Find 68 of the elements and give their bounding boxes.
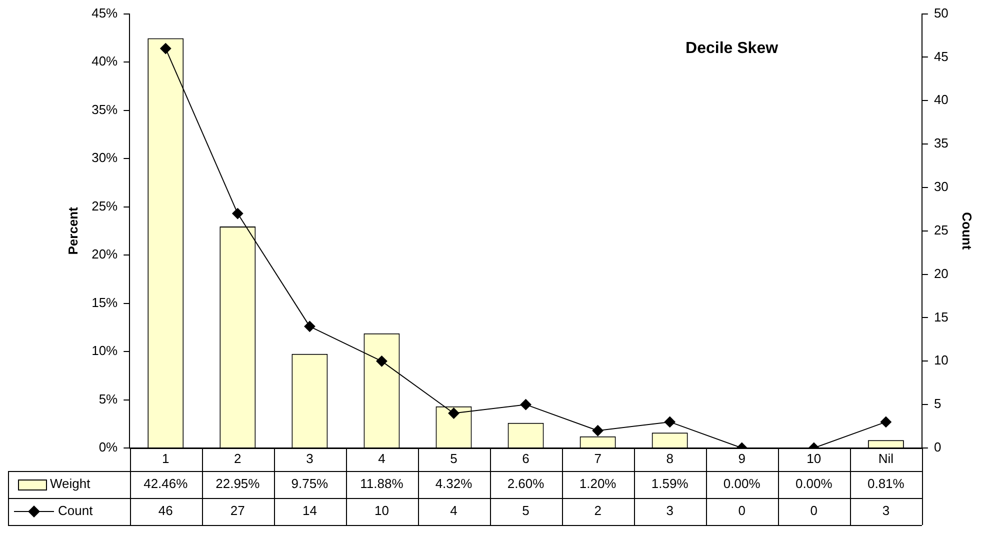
data-label: 14	[302, 503, 317, 518]
data-label: 3	[666, 503, 674, 518]
data-label: 0.00%	[723, 476, 761, 492]
x-tick-label: 3	[306, 451, 314, 466]
point	[448, 408, 460, 419]
data-label: 22.95%	[216, 476, 260, 492]
legend-label: Count	[58, 503, 94, 518]
data-label: 3	[882, 503, 890, 518]
point	[880, 416, 892, 428]
x-tick-label: 7	[594, 451, 602, 466]
text: Decile Skew	[686, 40, 779, 58]
point	[160, 43, 172, 54]
x-tick-label: 10	[806, 451, 822, 466]
y2-tick-label: 35	[934, 136, 948, 151]
data-label: 46	[158, 503, 173, 518]
y2-tick-label: 30	[934, 179, 948, 194]
point	[520, 399, 532, 410]
y-tick-label: 15%	[92, 294, 118, 310]
y-tick-label: 25%	[92, 198, 118, 214]
data-label: 0	[738, 503, 746, 518]
x-tick-label: 5	[450, 451, 458, 466]
y2-tick-label: 20	[934, 266, 948, 281]
y2-tick-label: 40	[934, 92, 948, 108]
x-tick-label: 8	[666, 451, 674, 466]
y2-tick-label: 15	[934, 309, 948, 324]
legend-label: Weight	[50, 476, 91, 492]
y-tick-label: 35%	[92, 102, 118, 117]
data-label: 1.59%	[651, 476, 689, 492]
x-tick-label: 6	[522, 451, 530, 466]
data-label: 4	[450, 503, 458, 518]
y-tick-label: 40%	[92, 54, 118, 69]
data-label: 42.46%	[144, 476, 188, 492]
data-label: 0.00%	[795, 476, 833, 492]
y-tick-label: 30%	[92, 150, 118, 166]
y-tick-label: 10%	[92, 343, 118, 358]
data-label: 1.20%	[579, 476, 617, 492]
data-label: 11.88%	[360, 476, 404, 492]
y2-tick-label: 25	[934, 222, 948, 238]
data-label: 0	[810, 503, 818, 518]
y-tick-label: 0%	[98, 440, 118, 455]
y2-axis-title: Count	[960, 212, 975, 250]
y2-tick-label: 5	[934, 396, 942, 412]
y2-tick-label: 10	[934, 352, 948, 368]
x-tick-label: Nil	[878, 451, 894, 466]
data-label: 2	[594, 503, 602, 518]
data-label: 27	[230, 503, 245, 518]
y2-tick-label: 50	[934, 5, 948, 20]
data-label: 5	[522, 503, 530, 518]
y-axis-title: Percent	[65, 206, 80, 255]
point	[376, 356, 388, 367]
point	[664, 416, 676, 428]
y2-tick-label: 0	[934, 440, 942, 455]
y-tick-label: 20%	[92, 246, 118, 262]
x-tick-label: 4	[378, 451, 386, 466]
data-label: 10	[374, 503, 389, 518]
data-label: 4.32%	[435, 476, 473, 492]
point	[232, 208, 244, 220]
y2-tick-label: 45	[934, 48, 948, 64]
point	[592, 425, 604, 436]
y-tick-label: 45%	[92, 5, 118, 20]
data-label: 2.60%	[507, 476, 545, 492]
x-tick-label: 2	[234, 451, 242, 466]
data-label: 9.75%	[291, 476, 329, 492]
data-label: 0.81%	[867, 476, 905, 492]
y-tick-label: 5%	[98, 391, 118, 406]
x-tick-label: 1	[162, 451, 170, 466]
point	[304, 320, 316, 332]
x-tick-label: 9	[738, 451, 746, 466]
